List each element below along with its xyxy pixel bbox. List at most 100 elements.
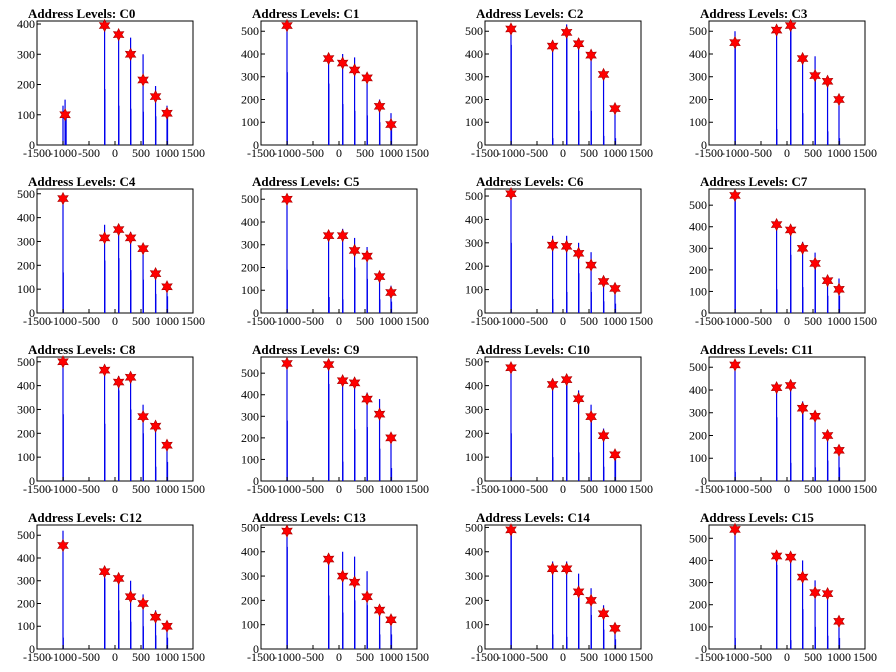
y-tick-label: 100	[17, 619, 35, 633]
x-tick-label: 0	[784, 146, 790, 160]
y-tick-label: 100	[241, 115, 259, 129]
x-tick-label: 1500	[853, 650, 877, 664]
y-tick-label: 100	[689, 620, 707, 634]
y-tick-label: 100	[17, 282, 35, 296]
x-tick-label: -1500	[247, 314, 275, 328]
x-tick-label: -1000	[273, 482, 301, 496]
peak-marker	[585, 258, 597, 272]
y-tick-label: 200	[465, 593, 483, 607]
chart-panel: Address Levels: C80100200300400500-1500-…	[17, 342, 205, 496]
y-tick-label: 300	[17, 574, 35, 588]
x-tick-label: -1000	[721, 482, 749, 496]
x-tick-label: 0	[336, 314, 342, 328]
x-tick-label: 1000	[155, 650, 179, 664]
y-tick-label: 500	[689, 360, 707, 374]
peak-marker	[336, 56, 349, 70]
peak-marker	[729, 522, 741, 537]
peak-marker	[796, 241, 809, 255]
peak-marker	[98, 231, 111, 245]
x-tick-label: -500	[526, 146, 548, 160]
plot-frame	[260, 524, 418, 650]
x-tick-label: 500	[580, 314, 598, 328]
x-tick-label: 500	[580, 650, 598, 664]
y-tick-label: 100	[465, 618, 483, 632]
x-tick-label: -1500	[695, 314, 723, 328]
y-tick-label: 400	[689, 383, 707, 397]
peak-marker	[348, 575, 361, 589]
x-tick-label: -500	[302, 314, 324, 328]
peak-marker	[770, 549, 783, 563]
y-tick-label: 300	[17, 47, 35, 61]
peak-marker	[585, 48, 597, 62]
peak-marker	[572, 246, 585, 261]
peak-marker	[833, 614, 845, 628]
peak-marker	[336, 228, 349, 243]
x-tick-label: -1000	[49, 650, 77, 664]
peak-marker	[597, 429, 610, 443]
peak-marker	[385, 285, 397, 300]
chart-panel: Address Levels: C0 0 100 200 300 400 -1500-100…	[17, 6, 205, 160]
y-tick-label: 100	[17, 450, 35, 464]
y-tick-label: 400	[17, 551, 35, 565]
peak-marker	[112, 222, 125, 237]
x-tick-label: -1000	[721, 650, 749, 664]
x-tick-label: 1500	[405, 314, 429, 328]
y-tick-label: 200	[689, 598, 707, 612]
y-tick-label: 500	[465, 520, 483, 534]
peak-marker	[373, 269, 386, 284]
y-tick-label: 300	[465, 70, 483, 84]
chart-panel: Address Levels: C14 0 100 200 300 400 500 -1500…	[465, 510, 653, 664]
peak-marker	[57, 191, 69, 206]
y-tick-label: 300	[465, 569, 483, 583]
plot-frame	[260, 356, 418, 482]
peak-marker	[98, 18, 111, 33]
x-tick-label: 500	[132, 146, 150, 160]
x-tick-label: -1500	[23, 146, 51, 160]
y-tick-label: 300	[689, 406, 707, 420]
y-tick-label: 500	[241, 520, 259, 534]
peak-marker	[597, 607, 610, 621]
y-tick-label: 0	[29, 642, 35, 656]
peak-marker	[560, 562, 573, 576]
peak-marker	[833, 443, 845, 457]
x-tick-label: 0	[112, 650, 118, 664]
y-tick-label: 100	[465, 450, 483, 464]
y-tick-label: 500	[241, 192, 259, 206]
chart-panel: Address Levels: C50100200300400500-1500-…	[241, 174, 429, 328]
x-tick-label: 0	[784, 482, 790, 496]
peak-marker	[385, 613, 397, 627]
peak-marker	[505, 22, 517, 36]
plot-frame	[484, 20, 642, 146]
x-tick-label: 500	[580, 146, 598, 160]
y-tick-label: 200	[241, 92, 259, 106]
x-tick-label: -500	[78, 314, 100, 328]
x-tick-label: 500	[804, 146, 822, 160]
peak-marker	[112, 27, 125, 42]
x-tick-label: -1500	[695, 650, 723, 664]
peak-marker	[546, 377, 559, 392]
peak-marker	[585, 593, 597, 608]
peak-marker	[98, 564, 111, 579]
x-tick-label: 1500	[405, 482, 429, 496]
x-tick-label: 1500	[629, 650, 653, 664]
y-tick-label: 100	[241, 618, 259, 632]
x-tick-label: 1500	[181, 482, 205, 496]
chart-panel: Address Levels: C70100200300400500-1500-…	[689, 174, 877, 328]
y-tick-label: 200	[465, 259, 483, 273]
chart-panel: Address Levels: C20100200300400500-1500-…	[465, 6, 653, 160]
y-tick-label: 500	[689, 198, 707, 212]
x-tick-label: -1000	[497, 146, 525, 160]
peak-marker	[833, 282, 845, 296]
x-tick-label: -500	[750, 314, 772, 328]
y-tick-label: 500	[17, 528, 35, 542]
peak-marker	[137, 409, 149, 424]
chart-title: Address Levels: C12	[28, 510, 142, 525]
x-tick-label: 1000	[379, 650, 403, 664]
peak-marker	[137, 73, 149, 87]
x-tick-label: -1500	[471, 482, 499, 496]
chart-title: Address Levels: C14	[476, 510, 590, 525]
peak-marker	[597, 67, 610, 82]
x-tick-label: 1500	[629, 482, 653, 496]
x-tick-label: -1500	[695, 482, 723, 496]
x-tick-label: 1500	[405, 146, 429, 160]
